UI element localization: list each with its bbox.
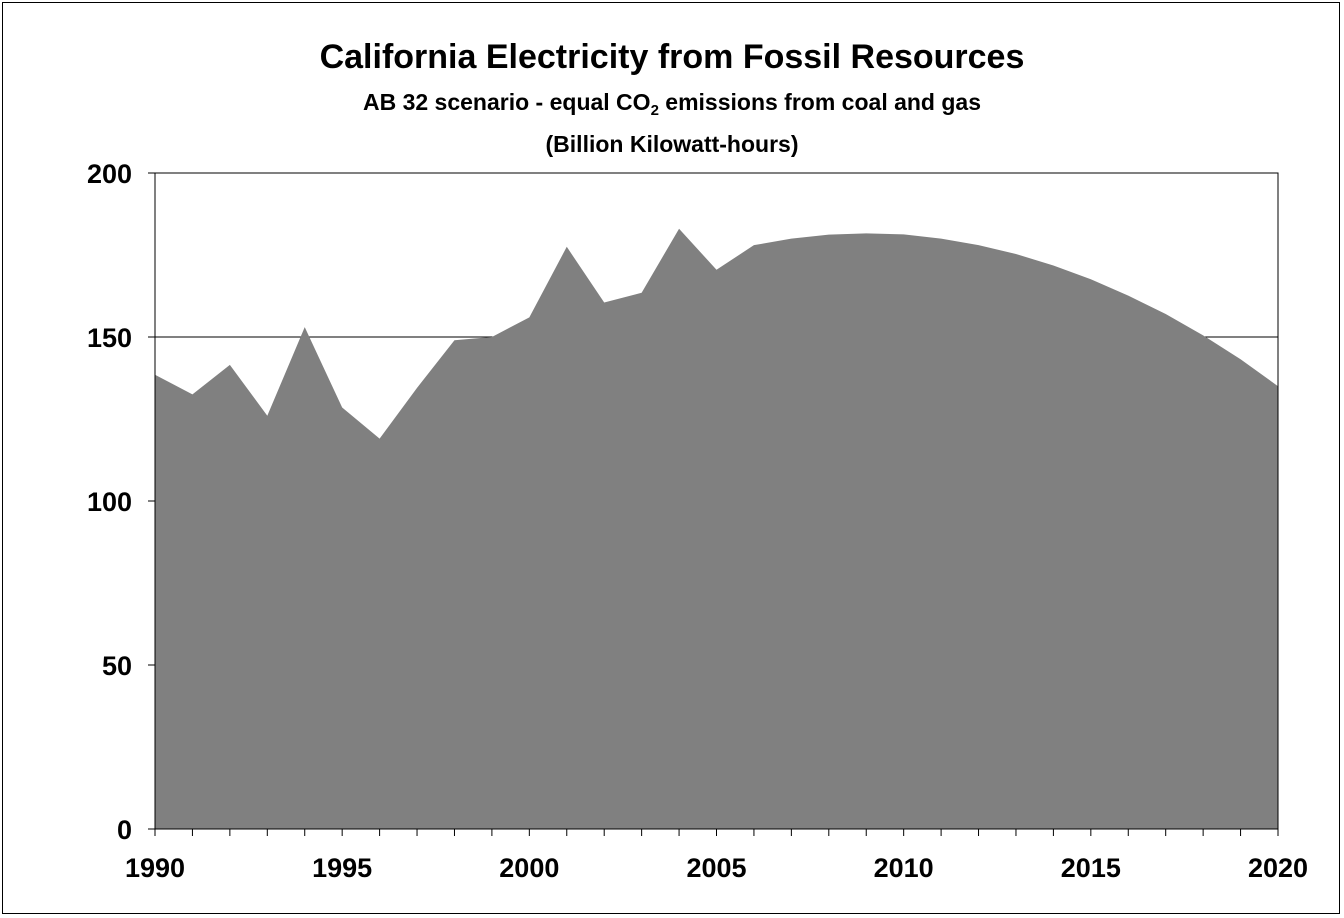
x-tick-label-2020: 2020: [1248, 853, 1308, 883]
x-tick-label-2010: 2010: [874, 853, 934, 883]
x-tick-label-1990: 1990: [125, 853, 185, 883]
y-tick-label-50: 50: [102, 651, 132, 681]
y-tick-label-100: 100: [87, 487, 132, 517]
x-tick-label-2015: 2015: [1061, 853, 1121, 883]
chart-subtitle: AB 32 scenario - equal CO2 emissions fro…: [0, 89, 1344, 119]
chart-subtitle-text-end: emissions from coal and gas: [658, 89, 982, 115]
chart-subtitle-subscript: 2: [650, 102, 659, 119]
chart-units: (Billion Kilowatt-hours): [545, 131, 799, 157]
x-tick-label-2005: 2005: [686, 853, 746, 883]
chart-subtitle-text: AB 32 scenario - equal CO: [362, 89, 651, 115]
chart-title: California Electricity from Fossil Resou…: [319, 38, 1025, 76]
area-series: [155, 228, 1278, 829]
y-tick-label-200: 200: [87, 159, 132, 189]
x-tick-label-2000: 2000: [499, 853, 559, 883]
y-tick-label-0: 0: [117, 815, 132, 845]
y-tick-label-150: 150: [87, 323, 132, 353]
x-tick-label-1995: 1995: [312, 853, 372, 883]
